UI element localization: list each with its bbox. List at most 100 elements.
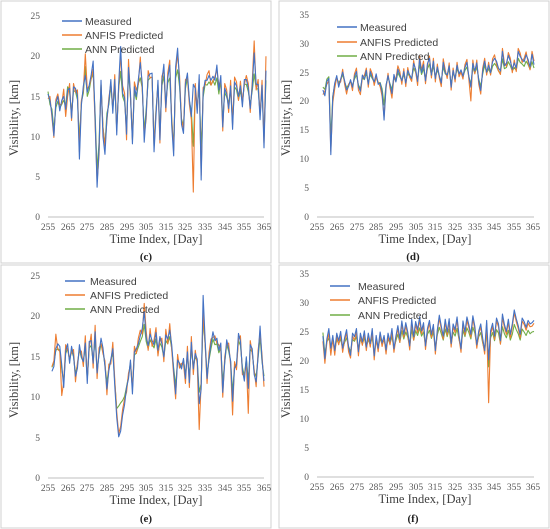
x-axis-title: Time Index, [Day] [110,493,203,507]
x-tick-label: 255 [310,483,325,493]
x-tick-label: 355 [507,483,522,493]
x-tick-label: 315 [159,484,174,494]
x-tick-label: 255 [310,223,325,233]
y-tick-label: 20 [31,52,41,62]
legend-label: ANFIS Predicted [358,295,436,307]
chart-frame [0,264,272,529]
plot-area [51,294,265,438]
x-tick-label: 315 [428,223,443,233]
x-tick-label: 345 [218,223,233,233]
chart-panel-e: 0 5 10 15 20 25 255 265 275 285 295 305 … [0,264,272,529]
legend-label: ANFIS Predicted [90,290,168,302]
x-tick-label: 325 [448,483,463,493]
y-axis-title: Visibility, [km] [7,342,21,418]
chart-panel-f: 0 5 10 15 20 25 30 35 255 265 275 285 29… [278,264,550,529]
y-tick-label: 15 [31,93,41,103]
y-tick-label: 10 [31,133,41,143]
y-tick-label: 20 [31,312,41,322]
plot-area [47,40,267,193]
x-tick-label: 295 [120,223,135,233]
x-tick-label: 345 [218,484,233,494]
y-tick-label: 5 [304,184,309,194]
y-tick-label: 0 [35,213,40,223]
y-tick-label: 15 [31,353,41,363]
x-tick-label: 345 [487,483,502,493]
x-tick-label: 315 [159,223,174,233]
legend-label: Measured [360,22,407,34]
y-tick-label: 30 [300,299,310,309]
series-line-ann-predicted [322,57,535,140]
x-tick-label: 275 [350,223,365,233]
y-axis-title: Visibility, [km] [279,80,293,156]
x-tick-label: 295 [389,223,404,233]
y-tick-label: 5 [304,444,309,454]
y-tick-label: 25 [31,12,41,22]
y-tick-label: 25 [300,328,310,338]
legend: Measured ANFIS Predicted ANN Predicted [330,281,436,322]
panel-caption: (e) [140,513,153,525]
x-tick-label: 365 [526,223,541,233]
x-tick-label: 325 [448,223,463,233]
y-tick-label: 0 [304,213,309,223]
x-tick-label: 285 [369,483,384,493]
x-tick-label: 295 [389,483,404,493]
x-tick-label: 275 [80,223,95,233]
plot-area [322,47,535,156]
series-line-anfis-predicted [322,47,535,152]
series-line-measured [47,45,267,188]
x-tick-label: 335 [198,484,213,494]
legend-label: Measured [90,276,137,288]
legend: Measured ANFIS Predicted ANN Predicted [337,22,438,63]
x-tick-label: 335 [198,223,213,233]
chart-frame [0,0,272,264]
legend-label: ANN Predicted [90,304,160,316]
x-tick-label: 335 [468,223,483,233]
series-line-measured [51,294,265,438]
x-axis-title: Time Index, [Day] [379,232,472,246]
y-tick-label: 5 [35,434,40,444]
x-tick-label: 305 [409,223,424,233]
x-tick-label: 275 [80,484,95,494]
legend-label: ANN Predicted [360,51,430,63]
y-tick-label: 35 [300,11,310,21]
y-tick-label: 25 [300,69,310,79]
y-tick-label: 5 [35,173,40,183]
legend: Measured ANFIS Predicted ANN Predicted [62,16,163,56]
y-axis-title: Visibility, [km] [7,80,21,156]
chart-panel-d: 0 5 10 15 20 25 30 35 255 265 275 285 29… [278,0,550,264]
x-tick-label: 305 [409,483,424,493]
legend-label: Measured [358,281,405,293]
x-tick-label: 265 [330,223,345,233]
legend-label: ANFIS Predicted [360,37,438,49]
panel-caption: (c) [140,251,153,263]
y-tick-label: 10 [31,393,41,403]
x-axis-title: Time Index, [Day] [379,492,472,506]
x-tick-label: 365 [257,484,272,494]
x-tick-label: 345 [487,223,502,233]
plot-area [322,309,535,404]
chart-panel-c: 0 5 10 15 20 25 255 265 275 285 295 305 … [0,0,272,264]
chart-frame [278,0,550,264]
y-axis-title: Visibility, [km] [279,342,293,418]
x-tick-label: 275 [350,483,365,493]
y-tick-label: 20 [300,357,310,367]
x-axis-title: Time Index, [Day] [110,232,203,246]
x-tick-label: 325 [178,484,193,494]
legend-label: Measured [85,16,132,28]
x-tick-label: 355 [507,223,522,233]
x-tick-label: 325 [178,223,193,233]
x-tick-label: 285 [100,484,115,494]
series-line-measured [322,309,535,361]
x-tick-label: 255 [41,223,56,233]
panel-caption: (f) [408,513,419,525]
x-tick-label: 265 [61,223,76,233]
x-tick-label: 315 [428,483,443,493]
x-tick-label: 285 [369,223,384,233]
x-tick-label: 355 [237,484,252,494]
x-tick-label: 265 [61,484,76,494]
y-tick-label: 10 [300,415,310,425]
y-tick-label: 25 [31,272,41,282]
panel-caption: (d) [406,251,420,263]
x-tick-label: 255 [41,484,56,494]
